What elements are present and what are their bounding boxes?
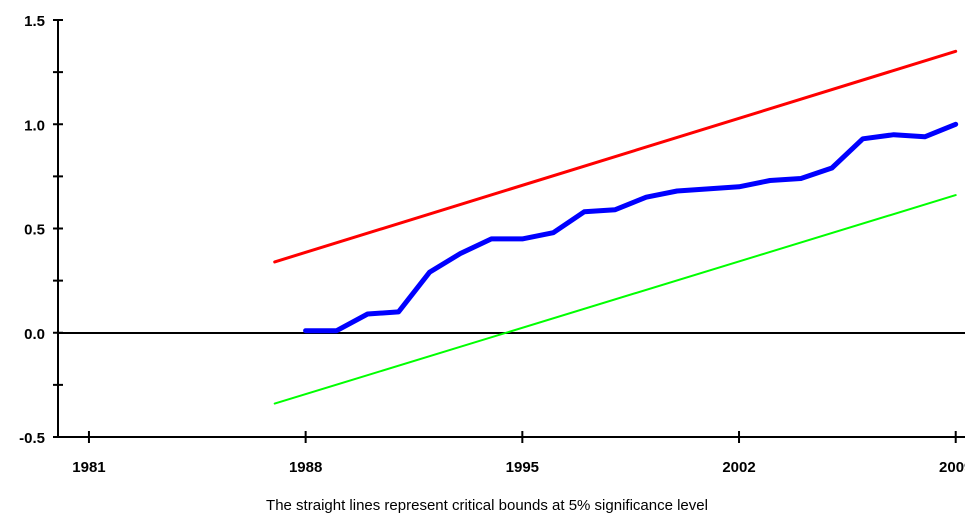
y-tick-label: 0.0 xyxy=(24,326,45,343)
upper-bound-line xyxy=(273,49,958,264)
y-tick-label: 0.5 xyxy=(24,222,45,239)
series-layer xyxy=(273,49,959,405)
x-axis-ticks: 1981 1988 1995 2002 2009 xyxy=(72,431,965,476)
x-tick-label: 1981 xyxy=(72,459,105,476)
lower-bound-line xyxy=(273,194,957,405)
x-tick-label: 1995 xyxy=(506,459,539,476)
y-tick-label: -0.5 xyxy=(19,430,45,447)
x-axis-caption: The straight lines represent critical bo… xyxy=(266,497,708,514)
y-tick-label: 1.5 xyxy=(24,13,45,30)
y-axis-ticks: -0.5 0.0 0.5 1.0 1.5 xyxy=(19,13,63,447)
x-tick-label: 2002 xyxy=(722,459,755,476)
x-tick-label: 1988 xyxy=(289,459,322,476)
x-tick-label: 2009 xyxy=(939,459,965,476)
y-tick-label: 1.0 xyxy=(24,117,45,134)
cusum-line xyxy=(303,121,959,334)
